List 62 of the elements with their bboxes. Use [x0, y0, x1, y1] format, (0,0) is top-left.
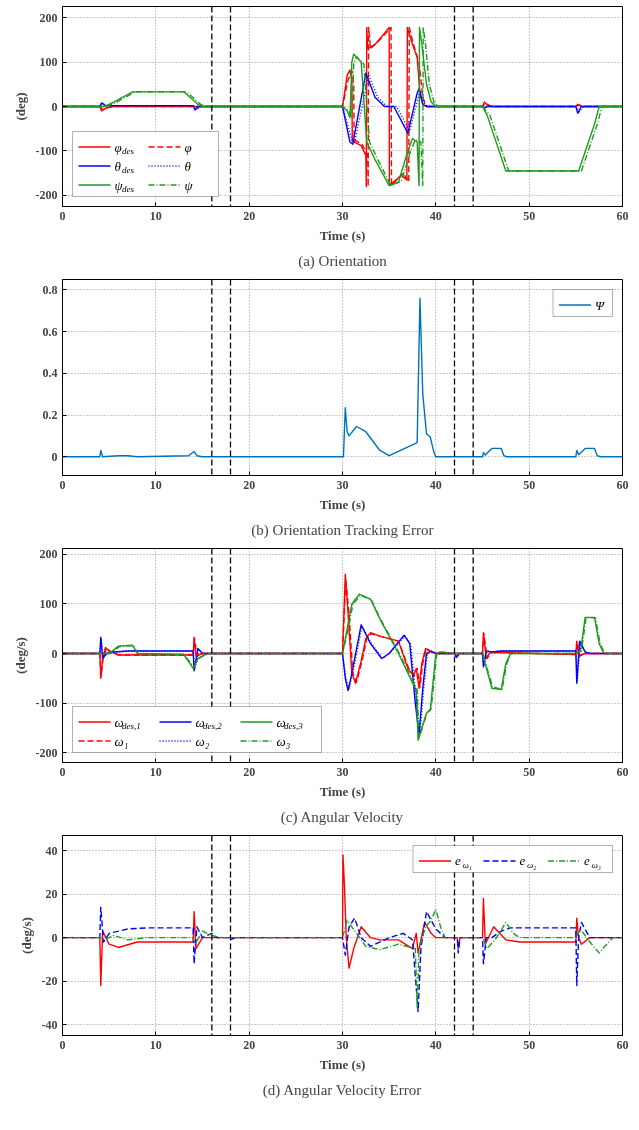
x-tick-label: 40 — [429, 208, 442, 223]
y-tick-label: -100 — [35, 143, 58, 158]
legend-label: θ — [184, 158, 192, 174]
x-tick-label: 10 — [149, 477, 162, 492]
text: (c) Angular Velocity — [280, 808, 404, 826]
y-tick-label: 0 — [51, 99, 58, 114]
y-tick-label: 100 — [39, 55, 58, 70]
x-tick-label: 50 — [523, 764, 536, 779]
x-tick-label: 60 — [616, 764, 629, 779]
y-tick-label: -100 — [35, 696, 58, 711]
y-tick-label: -200 — [35, 188, 58, 203]
y-tick-label: 20 — [45, 887, 58, 902]
x-tick-label: 60 — [616, 208, 629, 223]
y-axis-title: (deg/s) — [12, 637, 28, 674]
x-tick-label: 30 — [336, 208, 349, 223]
x-tick-label: 30 — [336, 477, 349, 492]
y-tick-label: 100 — [39, 596, 58, 611]
x-tick-label: 20 — [243, 477, 256, 492]
y-tick-label: 0.4 — [42, 366, 58, 381]
x-axis-title: Time (s) — [319, 783, 366, 799]
y-tick-label: 0 — [51, 646, 58, 661]
y-tick-label: 0.8 — [42, 282, 58, 297]
y-tick-label: -40 — [41, 1017, 58, 1032]
x-tick-label: 20 — [243, 764, 256, 779]
y-axis-title: (deg) — [12, 92, 28, 121]
x-tick-label: 50 — [523, 208, 536, 223]
y-tick-label: -200 — [35, 745, 58, 760]
y-tick-label: -20 — [41, 974, 58, 989]
legend-label: φ — [184, 139, 192, 155]
x-tick-label: 20 — [243, 208, 256, 223]
x-tick-label: 40 — [429, 477, 442, 492]
y-tick-label: 0 — [51, 449, 58, 464]
y-tick-label: 200 — [39, 10, 58, 25]
y-tick-label: 0.2 — [42, 408, 58, 423]
legend-label: Ψ — [595, 297, 606, 313]
x-tick-label: 40 — [429, 1037, 442, 1052]
x-tick-label: 50 — [523, 1037, 536, 1052]
legend-label: ω₁ — [114, 733, 129, 749]
x-tick-label: 10 — [149, 208, 162, 223]
x-tick-label: 50 — [523, 477, 536, 492]
x-tick-label: 30 — [336, 1037, 349, 1052]
x-tick-label: 60 — [616, 477, 629, 492]
x-axis-title: Time (s) — [319, 496, 366, 512]
x-tick-label: 10 — [149, 764, 162, 779]
x-tick-label: 40 — [429, 764, 442, 779]
y-axis-title: (deg/s) — [18, 917, 34, 954]
x-tick-label: 30 — [336, 764, 349, 779]
y-tick-label: 200 — [39, 547, 58, 562]
x-tick-label: 10 — [149, 1037, 162, 1052]
x-tick-label: 20 — [243, 1037, 256, 1052]
y-tick-label: 0.6 — [42, 324, 58, 339]
legend-label: ω₂ — [195, 733, 210, 749]
legend-label: ψ — [184, 177, 194, 193]
x-tick-label: 60 — [616, 1037, 629, 1052]
y-tick-label: 40 — [45, 843, 58, 858]
text: (b) Orientation Tracking Error — [251, 521, 434, 539]
x-axis-title: Time (s) — [319, 227, 366, 243]
legend-label: ω₃ — [276, 733, 291, 749]
text: (d) Angular Velocity Error — [262, 1081, 422, 1099]
text: (a) Orientation — [298, 252, 388, 270]
x-axis-title: Time (s) — [319, 1056, 366, 1072]
y-tick-label: 0 — [51, 930, 58, 945]
